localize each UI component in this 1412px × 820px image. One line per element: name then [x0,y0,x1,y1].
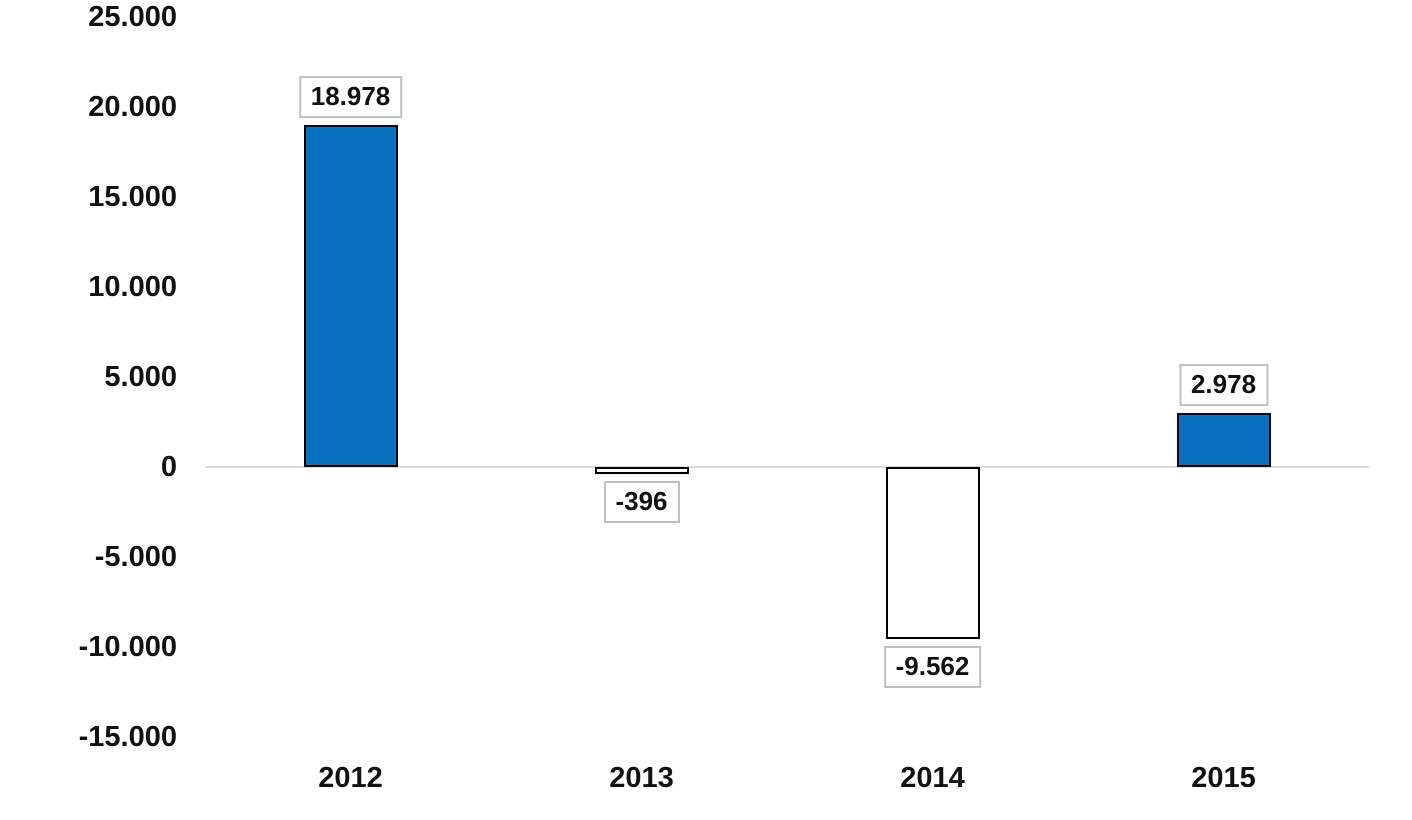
y-axis-tick-label--15.000: -15.000 [78,721,177,753]
bar-2015 [1176,413,1271,467]
data-label-2014: -9.562 [883,646,982,688]
x-axis-label-2012: 2012 [318,762,383,794]
y-axis-tick-label-0: 0 [160,451,177,483]
data-label-2012: 18.978 [298,76,403,119]
y-axis-tick-label-25.000: 25.000 [88,1,177,33]
bar-2013 [594,467,689,475]
y-axis-tick-label--10.000: -10.000 [78,631,177,663]
y-axis-tick-label-20.000: 20.000 [88,91,177,123]
data-label-2013: -396 [603,481,680,524]
zero-axis-line [205,466,1369,468]
x-axis-label-2015: 2015 [1191,762,1256,794]
x-axis-label-2013: 2013 [609,762,674,794]
x-axis-label-2014: 2014 [900,762,965,794]
bar-2012 [303,125,398,467]
data-label-2015: 2.978 [1178,364,1269,407]
bar-2014 [885,467,980,640]
y-axis-tick-label-15.000: 15.000 [88,181,177,213]
y-axis-tick-label--5.000: -5.000 [94,541,177,573]
y-axis-tick-label-10.000: 10.000 [88,271,177,303]
y-axis-tick-label-5.000: 5.000 [104,361,177,393]
